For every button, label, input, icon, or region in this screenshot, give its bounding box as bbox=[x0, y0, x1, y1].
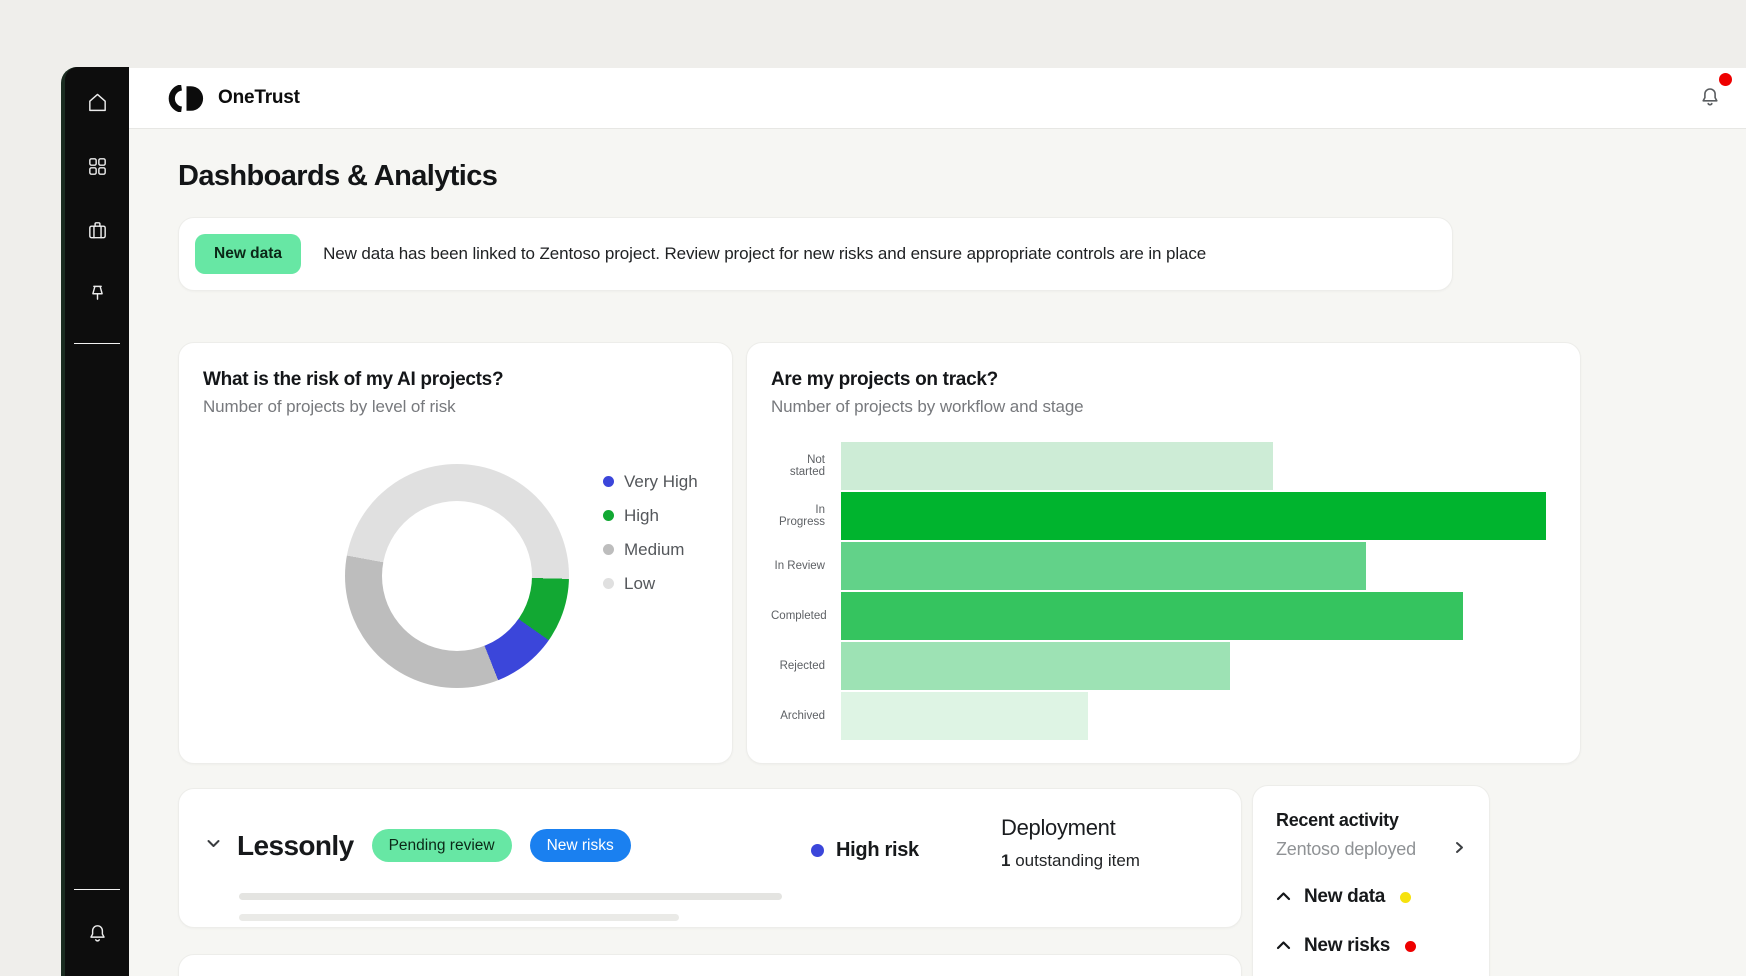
activity-item-new-data[interactable]: New data bbox=[1276, 886, 1466, 908]
brand: OneTrust bbox=[167, 84, 300, 112]
outstanding-label: outstanding item bbox=[1010, 851, 1140, 870]
recent-activity-card: Recent activity Zentoso deployed New dat… bbox=[1252, 785, 1490, 976]
bar-archived bbox=[841, 692, 1088, 740]
bar-rejected bbox=[841, 642, 1231, 690]
workflow-card-title: Are my projects on track? bbox=[771, 369, 998, 390]
bar-row-rejected: Rejected bbox=[771, 641, 1556, 691]
sidebar-item-notifications[interactable] bbox=[73, 912, 121, 960]
skeleton-line bbox=[239, 914, 679, 921]
project-card-lessonly: Lessonly Pending review New risks High r… bbox=[178, 788, 1242, 928]
onetrust-logo-icon bbox=[167, 84, 205, 112]
briefcase-icon bbox=[86, 219, 109, 247]
legend-dot bbox=[603, 476, 614, 487]
sidebar-item-pinned[interactable] bbox=[73, 273, 121, 321]
bar-completed bbox=[841, 592, 1463, 640]
bar-not-started bbox=[841, 442, 1274, 490]
bar-row-completed: Completed bbox=[771, 591, 1556, 641]
bar-label: Not started bbox=[789, 454, 825, 478]
project-expand-button[interactable] bbox=[203, 836, 223, 856]
activity-label: New data bbox=[1304, 886, 1386, 907]
risk-legend: Very High High Medium Low bbox=[603, 470, 698, 595]
risk-donut bbox=[345, 464, 569, 688]
risk-card-subtitle: Number of projects by level of risk bbox=[203, 397, 456, 416]
stage-name: Deployment bbox=[1001, 815, 1116, 840]
bar-row-archived: Archived bbox=[771, 691, 1556, 741]
chevron-down-icon bbox=[205, 835, 222, 857]
legend-label: Very High bbox=[624, 471, 698, 491]
workflow-bar-chart: Not started In Progress In Review Comple… bbox=[771, 441, 1556, 741]
workflow-chart-card: Are my projects on track? Number of proj… bbox=[746, 342, 1581, 764]
sidebar-nav bbox=[65, 67, 129, 976]
project-stage: Deployment 1 outstanding item bbox=[1001, 815, 1140, 871]
top-bar: OneTrust bbox=[129, 68, 1746, 129]
legend-label: High bbox=[624, 505, 659, 525]
bar-label: In Review bbox=[774, 560, 826, 572]
sidebar-item-apps[interactable] bbox=[73, 145, 121, 193]
bar-in-review bbox=[841, 542, 1367, 590]
chevron-up-icon bbox=[1276, 937, 1291, 955]
bar-row-in-progress: In Progress bbox=[771, 491, 1556, 541]
workflow-card-subtitle: Number of projects by workflow and stage bbox=[771, 397, 1084, 416]
bar-label: Completed bbox=[771, 610, 827, 622]
sidebar-item-home[interactable] bbox=[73, 81, 121, 129]
status-badge-pending-review: Pending review bbox=[371, 829, 512, 862]
legend-dot bbox=[603, 544, 614, 555]
sidebar-divider-bottom bbox=[74, 889, 120, 890]
stage-outstanding: 1 outstanding item bbox=[1001, 851, 1140, 871]
new-data-banner: New data New data has been linked to Zen… bbox=[178, 217, 1453, 291]
chevron-up-icon bbox=[1276, 888, 1291, 906]
bar-label: Rejected bbox=[779, 660, 825, 672]
recent-activity-title: Recent activity bbox=[1276, 810, 1399, 830]
sidebar bbox=[61, 67, 129, 976]
project-risk-dot bbox=[811, 844, 824, 857]
notification-badge-dot bbox=[1719, 73, 1732, 86]
legend-dot bbox=[603, 510, 614, 521]
legend-dot bbox=[603, 578, 614, 589]
legend-item-very-high: Very High bbox=[603, 470, 698, 493]
status-badge-new-risks: New risks bbox=[529, 829, 631, 862]
pin-icon bbox=[86, 283, 109, 311]
activity-item-new-risks[interactable]: New risks bbox=[1276, 935, 1466, 957]
outstanding-count: 1 bbox=[1001, 851, 1011, 870]
activity-status-dot-red bbox=[1405, 940, 1417, 952]
legend-label: Low bbox=[624, 573, 656, 593]
project-risk: High risk bbox=[811, 839, 919, 862]
apps-grid-icon bbox=[86, 155, 109, 183]
activity-label: New risks bbox=[1304, 935, 1391, 956]
skeleton-line bbox=[239, 893, 782, 900]
bar-in-progress bbox=[841, 492, 1546, 540]
bar-row-in-review: In Review bbox=[771, 541, 1556, 591]
sidebar-divider-top bbox=[74, 343, 120, 344]
recent-activity-link[interactable]: Zentoso deployed bbox=[1276, 839, 1466, 860]
main-content: Dashboards & Analytics New data New data… bbox=[129, 129, 1746, 976]
bar-label: Archived bbox=[780, 710, 825, 722]
page-title: Dashboards & Analytics bbox=[178, 160, 498, 192]
recent-activity-subtitle: Zentoso deployed bbox=[1276, 839, 1416, 859]
banner-badge: New data bbox=[195, 234, 302, 274]
bell-icon bbox=[1698, 88, 1722, 113]
brand-name: OneTrust bbox=[218, 87, 300, 108]
home-icon bbox=[86, 91, 109, 119]
risk-chart-card: What is the risk of my AI projects? Numb… bbox=[178, 342, 733, 764]
legend-label: Medium bbox=[624, 539, 685, 559]
legend-item-high: High bbox=[603, 504, 698, 527]
project-risk-label: High risk bbox=[836, 839, 919, 861]
project-card-next bbox=[178, 954, 1242, 976]
risk-card-title: What is the risk of my AI projects? bbox=[203, 369, 504, 390]
legend-item-low: Low bbox=[603, 572, 698, 595]
bar-row-not-started: Not started bbox=[771, 441, 1556, 491]
bell-icon bbox=[86, 922, 109, 950]
activity-status-dot-yellow bbox=[1400, 891, 1412, 903]
banner-message: New data has been linked to Zentoso proj… bbox=[323, 244, 1207, 263]
chevron-right-icon bbox=[1453, 841, 1466, 859]
bar-label: In Progress bbox=[778, 504, 825, 528]
notifications-button[interactable] bbox=[1698, 73, 1732, 113]
legend-item-medium: Medium bbox=[603, 538, 698, 561]
sidebar-item-projects[interactable] bbox=[73, 209, 121, 257]
project-name: Lessonly bbox=[237, 829, 354, 861]
